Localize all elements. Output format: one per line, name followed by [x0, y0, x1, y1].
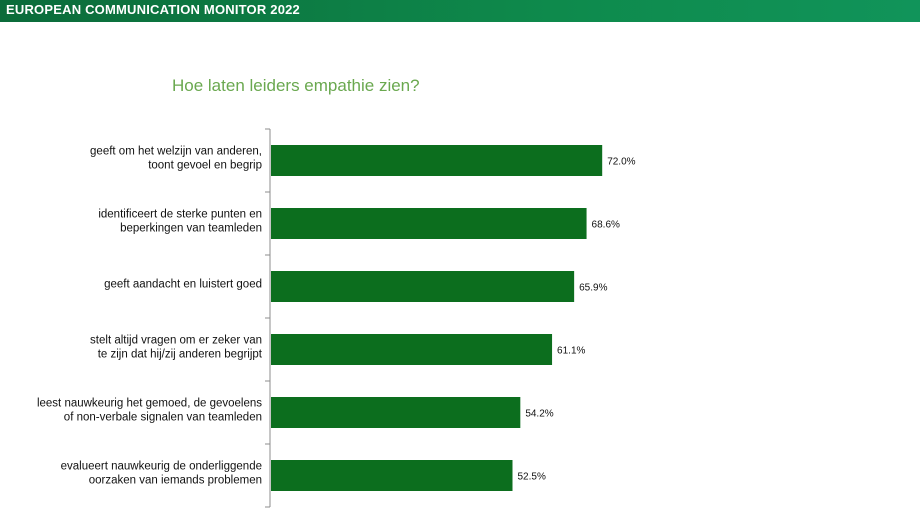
- bar-value-label: 65.9%: [579, 283, 607, 294]
- bar: [271, 460, 513, 491]
- bar-value-label: 68.6%: [592, 220, 620, 231]
- category-label: evalueert nauwkeurig de onderliggende oor…: [61, 461, 262, 487]
- chart-title: Hoe laten leiders empathie zien?: [172, 76, 420, 95]
- category-label: geeft om het welzijn van anderen, toont g…: [90, 146, 262, 172]
- category-label: leest nauwkeurig het gemoed, de gevoelen…: [37, 398, 262, 424]
- bar: [271, 271, 575, 302]
- bar-value-label: 54.2%: [525, 409, 553, 420]
- bar-value-label: 61.1%: [557, 346, 585, 357]
- bar: [271, 208, 587, 239]
- bar: [271, 397, 521, 428]
- bar: [271, 334, 553, 365]
- category-label: identificeert de sterke punten en beperki…: [98, 209, 262, 235]
- bar-value-label: 72.0%: [607, 157, 635, 168]
- category-label: stelt altijd vragen om er zeker van te zi…: [90, 335, 263, 361]
- bar: [271, 145, 603, 176]
- banner-title: EUROPEAN COMMUNICATION MONITOR 2022: [6, 2, 300, 17]
- bar-value-label: 52.5%: [518, 472, 546, 483]
- category-label: geeft aandacht en luistert goed: [104, 279, 262, 291]
- header-banner: EUROPEAN COMMUNICATION MONITOR 2022: [0, 0, 920, 22]
